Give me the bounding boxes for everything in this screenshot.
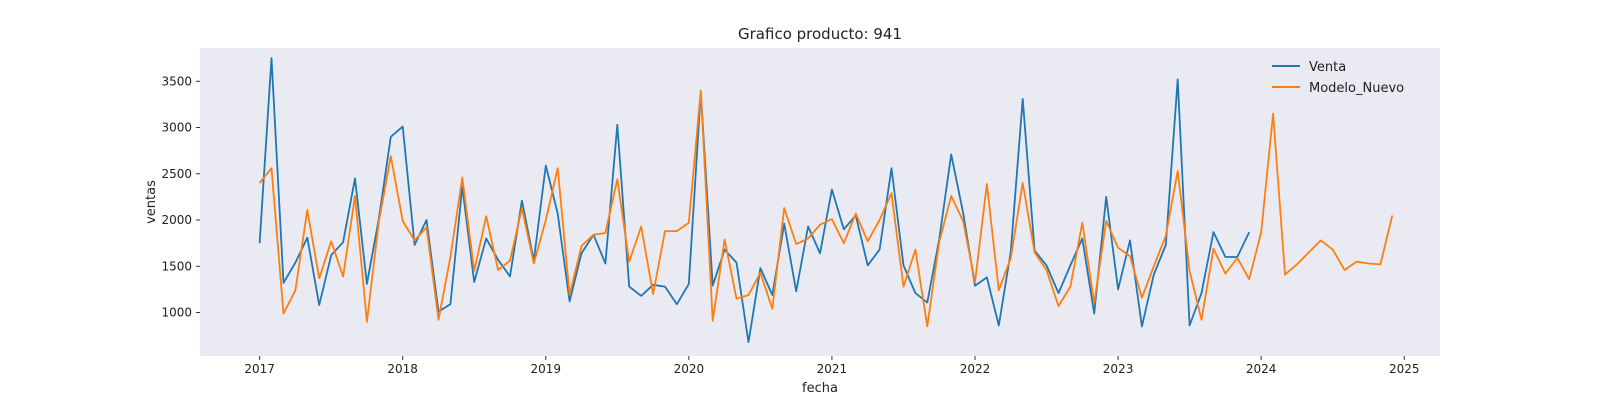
y-tick-label: 1500 — [161, 259, 192, 273]
series-line-venta — [258, 57, 1251, 344]
x-tick-label: 2021 — [817, 362, 848, 376]
legend-label: Venta — [1309, 60, 1346, 75]
series-line-modelo-nuevo — [258, 89, 1394, 328]
y-axis-ticks: 1000 1500 2000 2500 3000 3500 — [161, 74, 200, 320]
series-lines — [258, 57, 1394, 344]
x-tick-label: 2024 — [1246, 362, 1277, 376]
plot-area — [200, 48, 1440, 356]
legend: Venta Modelo_Nuevo — [1272, 60, 1404, 96]
x-tick-label: 2019 — [530, 362, 561, 376]
x-axis-label: fecha — [802, 381, 838, 396]
x-tick-label: 2025 — [1389, 362, 1420, 376]
x-axis-ticks: 2017 2018 2019 2020 2021 2022 2023 2024 2025 — [244, 356, 1420, 376]
x-tick-label: 2023 — [1103, 362, 1134, 376]
y-tick-label: 3000 — [161, 121, 192, 135]
legend-label: Modelo_Nuevo — [1309, 81, 1404, 96]
y-tick-label: 2000 — [161, 213, 192, 227]
y-tick-label: 2500 — [161, 167, 192, 181]
x-tick-label: 2017 — [244, 362, 275, 376]
chart-title: Grafico producto: 941 — [738, 25, 902, 43]
y-axis-label: ventas — [144, 180, 159, 224]
x-tick-label: 2020 — [674, 362, 705, 376]
y-tick-label: 1000 — [161, 306, 192, 320]
x-tick-label: 2022 — [960, 362, 991, 376]
x-tick-label: 2018 — [387, 362, 418, 376]
y-tick-label: 3500 — [161, 74, 192, 88]
